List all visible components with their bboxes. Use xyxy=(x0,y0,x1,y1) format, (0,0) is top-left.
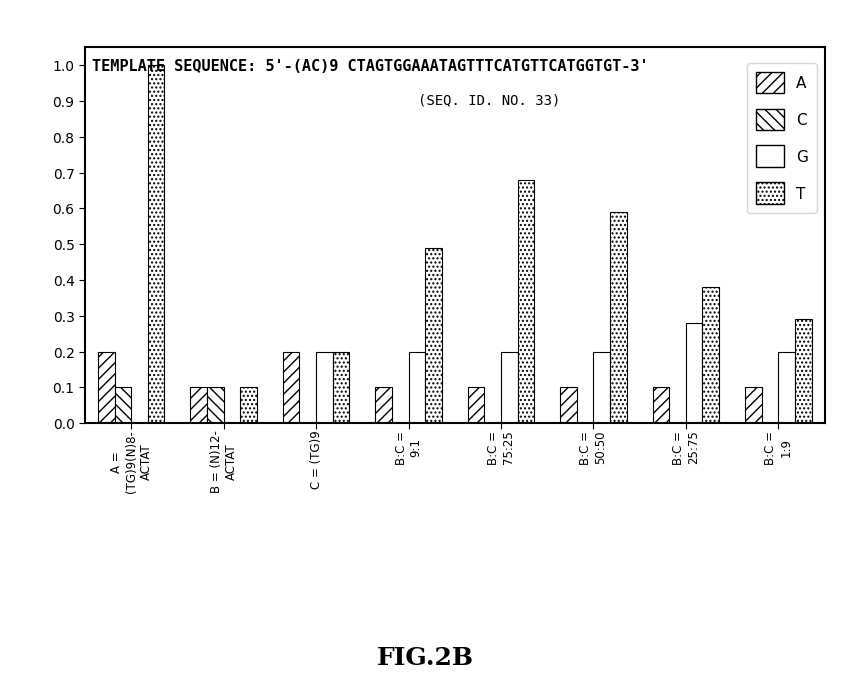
Text: B:C =
25:75: B:C = 25:75 xyxy=(672,430,700,464)
Bar xyxy=(702,288,719,423)
Bar xyxy=(148,66,165,423)
Bar xyxy=(190,388,207,423)
Bar xyxy=(518,180,535,423)
Bar xyxy=(98,352,115,423)
Text: B:C =
1:9: B:C = 1:9 xyxy=(764,430,792,464)
Text: FIG.2B: FIG.2B xyxy=(377,645,473,669)
Legend: A, C, G, T: A, C, G, T xyxy=(747,63,817,214)
Bar xyxy=(745,388,762,423)
Bar xyxy=(332,352,349,423)
Bar xyxy=(560,388,577,423)
Bar xyxy=(779,352,795,423)
Bar xyxy=(283,352,299,423)
Bar xyxy=(241,388,257,423)
Bar xyxy=(375,388,392,423)
Bar xyxy=(686,323,702,423)
Bar xyxy=(115,388,131,423)
Bar xyxy=(425,248,442,423)
Bar xyxy=(653,388,669,423)
Bar xyxy=(501,352,518,423)
Bar xyxy=(316,352,332,423)
Text: B:C =
9:1: B:C = 9:1 xyxy=(394,430,422,464)
Bar xyxy=(409,352,425,423)
Bar xyxy=(795,320,812,423)
Text: (SEQ. ID. NO. 33): (SEQ. ID. NO. 33) xyxy=(418,93,560,107)
Text: B:C =
75:25: B:C = 75:25 xyxy=(487,430,515,464)
Text: TEMPLATE SEQUENCE: 5'-(AC)9 CTAGTGGAAATAGТТТCATGTTCATGGTGT-3': TEMPLATE SEQUENCE: 5'-(AC)9 CTAGTGGAAATA… xyxy=(93,59,649,74)
Text: B:C =
50:50: B:C = 50:50 xyxy=(580,430,608,464)
Bar xyxy=(610,212,626,423)
Bar xyxy=(593,352,610,423)
Bar xyxy=(207,388,224,423)
Text: A =
(TG)9(N)8-
ACTAT: A = (TG)9(N)8- ACTAT xyxy=(110,430,153,493)
Text: B = (N)12-
ACTAT: B = (N)12- ACTAT xyxy=(210,430,238,493)
Text: C = (TG)9: C = (TG)9 xyxy=(309,430,323,489)
Bar xyxy=(468,388,484,423)
